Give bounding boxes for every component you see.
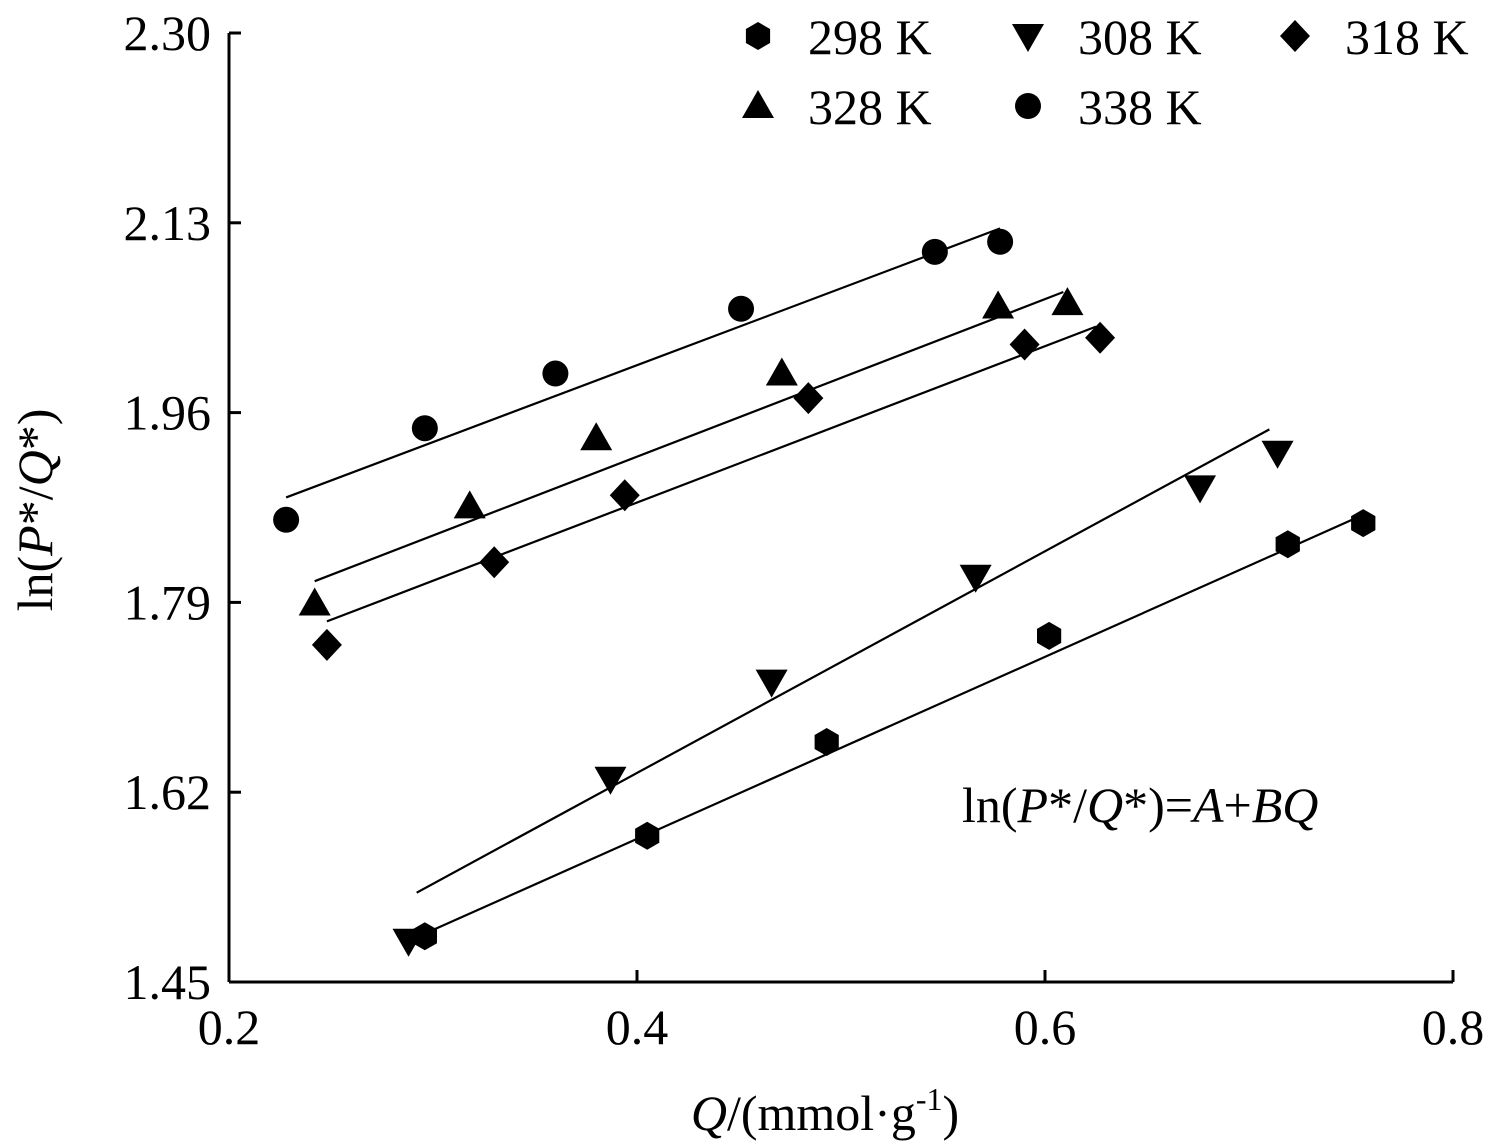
legend-marker-328-k <box>742 90 774 118</box>
legend-label-298-k: 298 K <box>808 9 932 65</box>
data-point-298-k <box>635 821 660 850</box>
legend-marker-308-k <box>1012 24 1044 52</box>
data-point-338-k <box>542 360 569 387</box>
fit-line-298-k <box>428 516 1358 933</box>
x-tick-label: 0.8 <box>1422 999 1485 1055</box>
data-point-308-k <box>755 669 788 698</box>
data-point-318-k <box>479 546 510 579</box>
data-point-338-k <box>273 506 300 533</box>
data-point-318-k <box>609 479 640 512</box>
fit-lines <box>285 227 1358 933</box>
axis-ticks: 1.45 1.62 1.79 1.96 2.13 2.30 0.2 0.4 0.6 0.8 <box>124 5 1485 1055</box>
data-point-308-k <box>1261 440 1294 469</box>
x-tick-label: 0.2 <box>198 999 261 1055</box>
legend-label-338-k: 338 K <box>1078 79 1202 135</box>
legend-marker-338-k <box>1015 93 1041 119</box>
data-point-338-k <box>921 238 948 265</box>
data-point-318-k <box>311 628 342 661</box>
y-tick-label: 2.13 <box>124 195 212 251</box>
legend-label-308-k: 308 K <box>1078 9 1202 65</box>
data-point-318-k <box>1009 328 1040 361</box>
data-point-328-k <box>1051 287 1084 316</box>
data-point-328-k <box>982 290 1015 319</box>
data-point-328-k <box>453 490 486 519</box>
fit-line-308-k <box>416 428 1270 894</box>
legend-label-328-k: 328 K <box>808 79 932 135</box>
data-point-308-k <box>392 928 425 957</box>
data-point-298-k <box>1275 530 1300 559</box>
plot-area: 1.45 1.62 1.79 1.96 2.13 2.30 0.2 0.4 0.6 0.8 <box>124 5 1485 1055</box>
data-point-308-k <box>1184 475 1217 504</box>
x-axis-title: Q/(mmol·g-1) <box>691 1081 959 1141</box>
y-axis-title: ln(P*/Q*) <box>7 409 63 612</box>
y-tick-label: 2.30 <box>124 5 212 61</box>
data-point-338-k <box>728 295 755 322</box>
equation-annotation: ln(P*/Q*)=A+BQ <box>962 777 1318 833</box>
data-point-308-k <box>594 766 627 795</box>
data-point-308-k <box>959 564 992 593</box>
data-point-298-k <box>814 728 839 756</box>
data-point-298-k <box>1351 509 1376 538</box>
legend-marker-318-k <box>1280 20 1310 52</box>
data-point-328-k <box>298 587 331 616</box>
data-point-338-k <box>987 228 1014 255</box>
x-tick-label: 0.4 <box>606 999 669 1055</box>
data-point-318-k <box>793 382 824 415</box>
legend: 298 K 308 K 318 K 328 K 338 K <box>742 9 1469 135</box>
data-point-298-k <box>1037 621 1062 650</box>
fit-line-328-k <box>314 290 1064 583</box>
data-point-328-k <box>580 422 613 451</box>
data-point-338-k <box>411 415 438 442</box>
y-tick-label: 1.96 <box>124 385 212 441</box>
y-tick-label: 1.45 <box>124 954 212 1010</box>
data-point-328-k <box>765 357 798 386</box>
fit-line-318-k <box>326 325 1097 623</box>
data-markers <box>273 228 1376 957</box>
y-tick-label: 1.62 <box>124 764 212 820</box>
fit-line-338-k <box>285 227 1001 499</box>
x-tick-label: 0.6 <box>1014 999 1077 1055</box>
y-tick-label: 1.79 <box>124 574 212 630</box>
data-point-318-k <box>1085 321 1116 354</box>
legend-label-318-k: 318 K <box>1345 9 1469 65</box>
legend-marker-298-k <box>745 22 771 50</box>
